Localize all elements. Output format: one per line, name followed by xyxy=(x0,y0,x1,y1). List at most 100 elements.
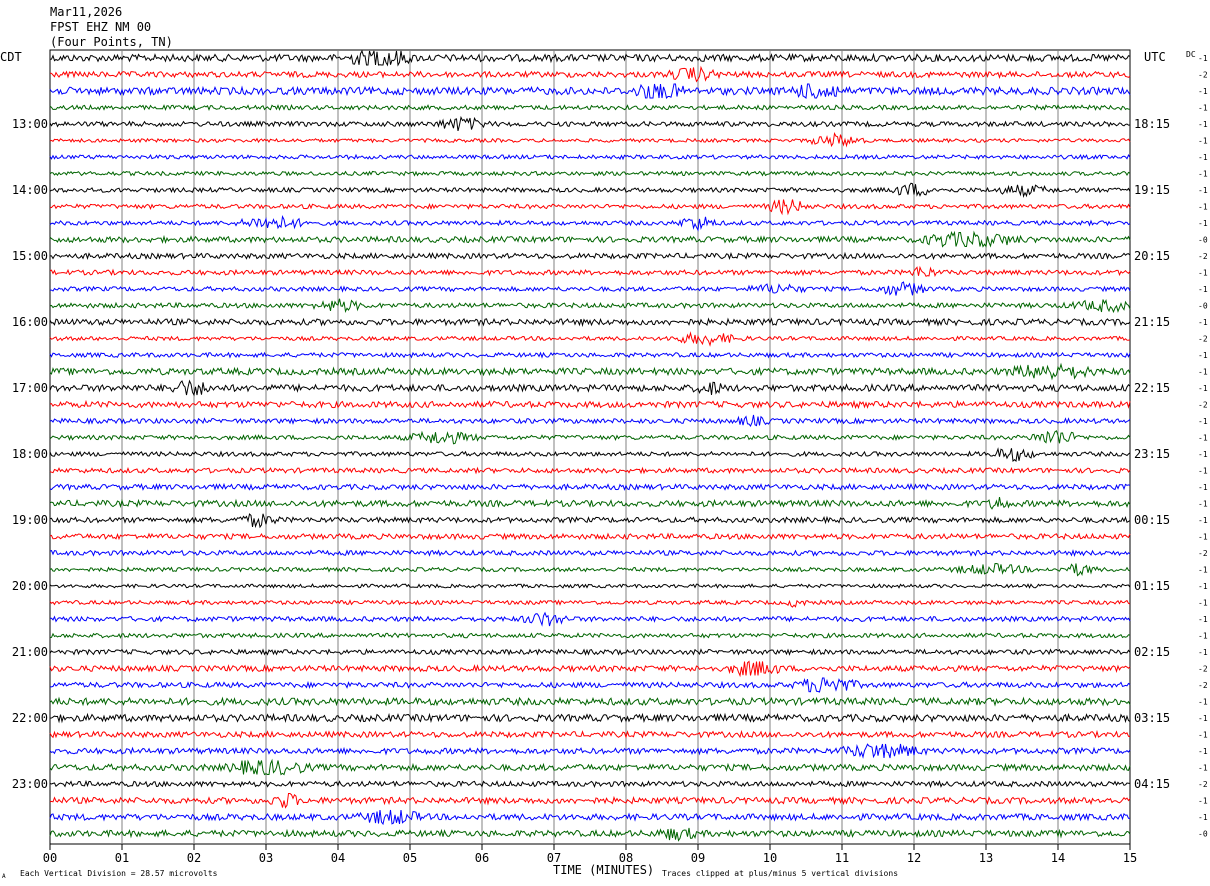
cdt-hour-label-2: 15:00 xyxy=(12,249,48,263)
dc-offset-row-30: -2 xyxy=(1198,549,1208,558)
left-timezone: CDT xyxy=(0,50,22,64)
x-axis: 00 01 02 03 04 05 06 07 08 09 10 11 12 13 14 15 xyxy=(43,844,1137,865)
dc-offset-row-45: -1 xyxy=(1198,797,1208,806)
plot-date: Mar11,2026 xyxy=(50,5,122,19)
dc-offset-row-21: -2 xyxy=(1198,401,1208,410)
trace-row-33 xyxy=(49,599,1131,608)
trace-row-44 xyxy=(49,779,1131,789)
dc-offset-row-13: -1 xyxy=(1198,269,1208,278)
trace-row-3 xyxy=(49,103,1131,112)
x-tick-label-08: 08 xyxy=(619,851,633,865)
station-location: (Four Points, TN) xyxy=(50,35,173,49)
x-tick-label-03: 03 xyxy=(259,851,273,865)
dc-offset-row-22: -1 xyxy=(1198,417,1208,426)
trace-row-36 xyxy=(49,648,1131,656)
cdt-hour-label-0: 13:00 xyxy=(12,117,48,131)
dc-offset-labels: -1 -2 -1 -1 -1 -1 -1 -1 -1 -1 -1 -0 -2 -1 -1 -0 -1 -2 -1 -1… xyxy=(1198,54,1208,839)
dc-offset-row-27: -1 xyxy=(1198,500,1208,509)
x-tick-label-14: 14 xyxy=(1051,851,1065,865)
dc-offset-row-28: -1 xyxy=(1198,516,1208,525)
dc-offset-row-11: -0 xyxy=(1198,236,1208,245)
dc-offset-row-2: -1 xyxy=(1198,87,1208,96)
cdt-hour-label-3: 16:00 xyxy=(12,315,48,329)
dc-offset-row-42: -1 xyxy=(1198,747,1208,756)
trace-row-5 xyxy=(49,131,1131,148)
trace-row-34 xyxy=(50,611,1131,627)
utc-hour-label-1: 19:15 xyxy=(1134,183,1170,197)
x-tick-label-12: 12 xyxy=(907,851,921,865)
x-tick-label-10: 10 xyxy=(763,851,777,865)
corner-mark: A xyxy=(2,873,6,880)
utc-hour-label-4: 22:15 xyxy=(1134,381,1170,395)
dc-offset-row-23: -1 xyxy=(1198,434,1208,443)
dc-offset-row-34: -1 xyxy=(1198,615,1208,624)
x-tick-label-04: 04 xyxy=(331,851,345,865)
trace-row-24 xyxy=(49,447,1131,462)
dc-offset-row-24: -1 xyxy=(1198,450,1208,459)
x-tick-label-05: 05 xyxy=(403,851,417,865)
dc-offset-row-40: -1 xyxy=(1198,714,1208,723)
x-tick-label-06: 06 xyxy=(475,851,489,865)
dc-offset-row-8: -1 xyxy=(1198,186,1208,195)
trace-row-11 xyxy=(49,230,1131,248)
cdt-hour-label-10: 23:00 xyxy=(12,777,48,791)
dc-offset-row-0: -1 xyxy=(1198,54,1208,63)
dc-offset-row-36: -1 xyxy=(1198,648,1208,657)
dc-offset-row-39: -1 xyxy=(1198,698,1208,707)
trace-row-35 xyxy=(49,632,1131,639)
cdt-hour-label-8: 21:00 xyxy=(12,645,48,659)
trace-row-17 xyxy=(49,331,1131,347)
trace-row-37 xyxy=(49,660,1131,678)
utc-hour-label-10: 04:15 xyxy=(1134,777,1170,791)
dc-offset-row-44: -2 xyxy=(1198,780,1208,789)
dc-offset-row-16: -1 xyxy=(1198,318,1208,327)
x-tick-label-00: 00 xyxy=(43,851,57,865)
dc-offset-row-10: -1 xyxy=(1198,219,1208,228)
trace-row-47 xyxy=(49,827,1131,842)
dc-offset-row-3: -1 xyxy=(1198,104,1208,113)
trace-row-40 xyxy=(49,712,1131,724)
utc-hour-label-3: 21:15 xyxy=(1134,315,1170,329)
trace-row-31 xyxy=(49,562,1131,577)
trace-row-14 xyxy=(50,281,1131,296)
plot-frame xyxy=(49,49,1131,845)
trace-row-29 xyxy=(49,532,1131,541)
hour-labels: 13:00 14:00 15:00 16:00 17:00 18:00 19:00 20:00… xyxy=(12,117,1170,791)
trace-row-32 xyxy=(49,583,1131,589)
dc-offset-row-38: -2 xyxy=(1198,681,1208,690)
trace-row-25 xyxy=(49,466,1131,475)
cdt-hour-label-6: 19:00 xyxy=(12,513,48,527)
dc-offset-row-26: -1 xyxy=(1198,483,1208,492)
trace-row-42 xyxy=(49,743,1131,759)
trace-row-26 xyxy=(49,482,1131,492)
dc-offset-row-41: -1 xyxy=(1198,731,1208,740)
right-timezone: UTC xyxy=(1144,50,1166,64)
trace-row-22 xyxy=(49,414,1131,427)
trace-row-19 xyxy=(49,362,1131,381)
dc-offset-row-46: -1 xyxy=(1198,813,1208,822)
trace-row-7 xyxy=(49,170,1131,177)
utc-hour-label-5: 23:15 xyxy=(1134,447,1170,461)
clip-note: Traces clipped at plus/minus 5 vertical … xyxy=(662,869,898,878)
dc-offset-row-35: -1 xyxy=(1198,632,1208,641)
dc-offset-row-7: -1 xyxy=(1198,170,1208,179)
x-tick-label-02: 02 xyxy=(187,851,201,865)
trace-row-8 xyxy=(49,182,1131,199)
x-tick-label-09: 09 xyxy=(691,851,705,865)
scale-note: Each Vertical Division = 28.57 microvolt… xyxy=(20,869,218,878)
trace-row-1 xyxy=(49,65,1131,83)
trace-row-10 xyxy=(49,214,1131,232)
station-name: FPST EHZ NM 00 xyxy=(50,20,151,34)
trace-row-13 xyxy=(49,265,1131,277)
trace-row-0 xyxy=(49,49,1131,67)
cdt-hour-label-7: 20:00 xyxy=(12,579,48,593)
trace-row-2 xyxy=(49,83,1131,100)
dc-offset-row-20: -1 xyxy=(1198,384,1208,393)
dc-offset-row-15: -0 xyxy=(1198,302,1208,311)
dc-offset-row-32: -1 xyxy=(1198,582,1208,591)
dc-offset-row-19: -1 xyxy=(1198,368,1208,377)
dc-offset-row-14: -1 xyxy=(1198,285,1208,294)
trace-row-21 xyxy=(49,399,1131,410)
dc-offset-row-33: -1 xyxy=(1198,599,1208,608)
